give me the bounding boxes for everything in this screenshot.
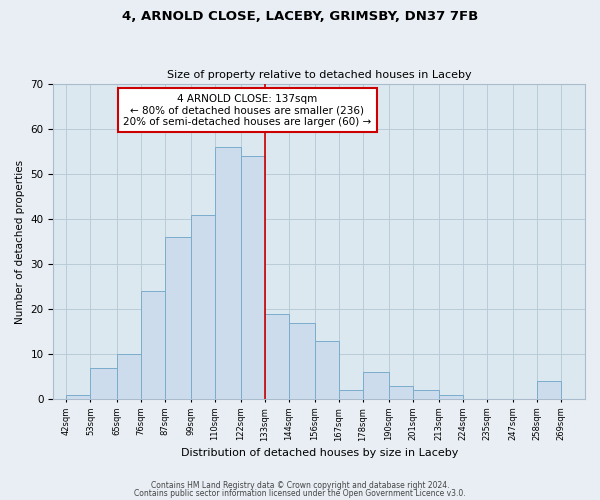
Title: Size of property relative to detached houses in Laceby: Size of property relative to detached ho… <box>167 70 472 81</box>
Bar <box>140 291 164 399</box>
Text: Contains public sector information licensed under the Open Government Licence v3: Contains public sector information licen… <box>134 488 466 498</box>
Bar <box>215 147 241 399</box>
Bar <box>537 381 561 399</box>
Bar <box>363 372 389 399</box>
Bar <box>289 322 315 399</box>
Text: 4, ARNOLD CLOSE, LACEBY, GRIMSBY, DN37 7FB: 4, ARNOLD CLOSE, LACEBY, GRIMSBY, DN37 7… <box>122 10 478 23</box>
Bar <box>191 214 215 399</box>
Bar <box>265 314 289 399</box>
Text: 4 ARNOLD CLOSE: 137sqm
← 80% of detached houses are smaller (236)
20% of semi-de: 4 ARNOLD CLOSE: 137sqm ← 80% of detached… <box>124 94 371 126</box>
Bar <box>67 394 91 399</box>
X-axis label: Distribution of detached houses by size in Laceby: Distribution of detached houses by size … <box>181 448 458 458</box>
Bar <box>91 368 116 399</box>
Bar <box>116 354 140 399</box>
Text: Contains HM Land Registry data © Crown copyright and database right 2024.: Contains HM Land Registry data © Crown c… <box>151 481 449 490</box>
Bar <box>389 386 413 399</box>
Bar <box>413 390 439 399</box>
Y-axis label: Number of detached properties: Number of detached properties <box>15 160 25 324</box>
Bar <box>315 340 339 399</box>
Bar <box>339 390 363 399</box>
Bar <box>164 237 191 399</box>
Bar <box>439 394 463 399</box>
Bar <box>241 156 265 399</box>
